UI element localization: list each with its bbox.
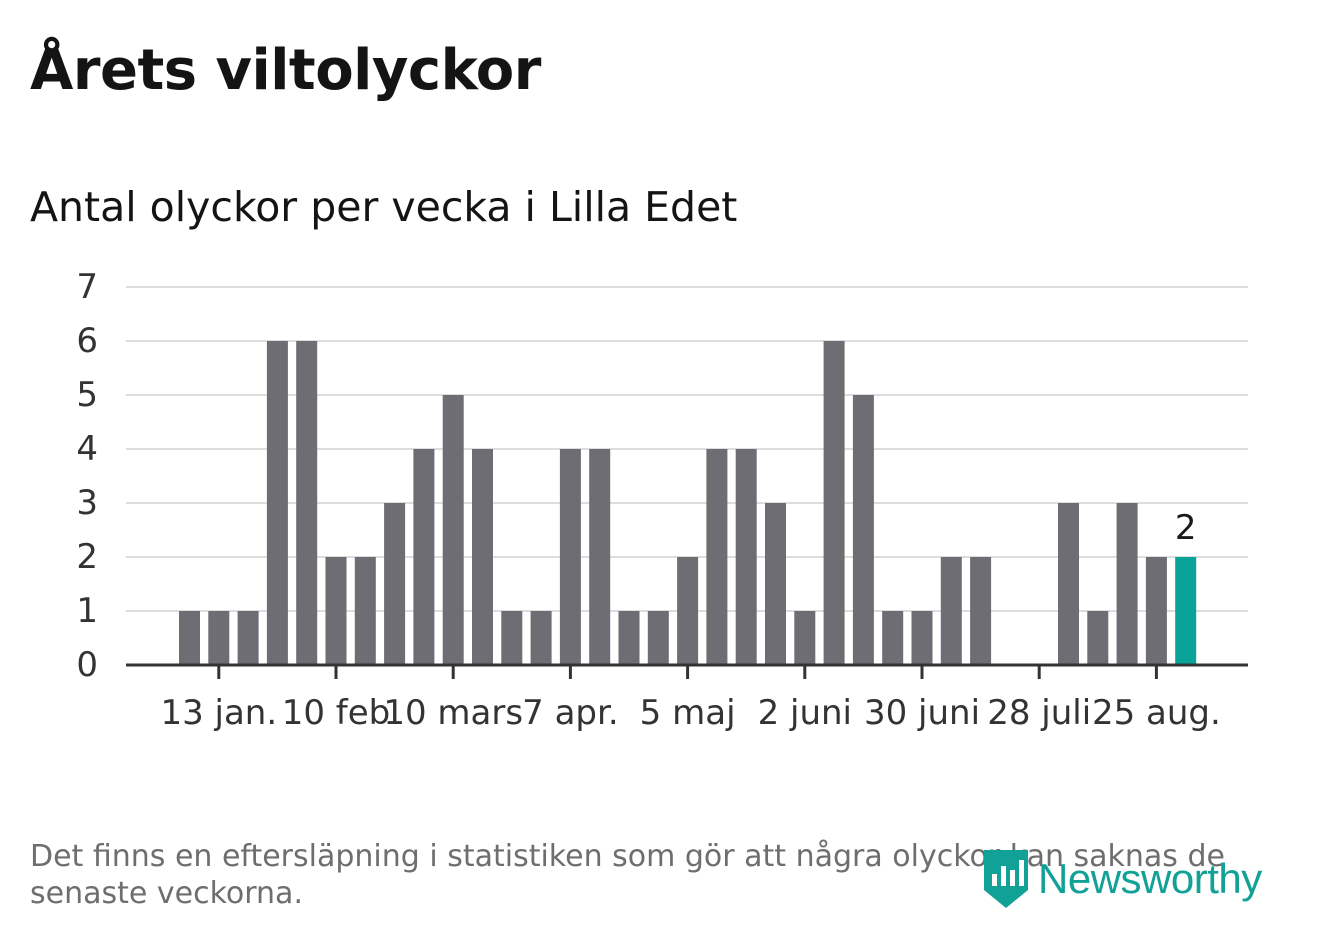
- bar: [237, 611, 259, 665]
- bar: [765, 503, 786, 665]
- bar: [1116, 503, 1138, 665]
- x-tick-label: 28 juli: [987, 693, 1091, 733]
- x-tick-label: 10 mars: [383, 693, 523, 733]
- x-tick-label: 10 feb: [282, 693, 391, 733]
- bar: [179, 611, 200, 665]
- x-tick-label: 2 juni: [758, 693, 852, 733]
- y-tick-label: 0: [76, 645, 98, 685]
- bar: [266, 341, 288, 665]
- bar: [472, 449, 493, 665]
- bar: [735, 449, 757, 665]
- bar: [852, 395, 874, 665]
- x-tick-label: 25 aug.: [1092, 693, 1221, 733]
- y-tick-label: 1: [76, 591, 98, 631]
- chart-title: Årets viltolyckor: [30, 38, 541, 103]
- bar: [1087, 611, 1109, 665]
- newsworthy-logo-icon: [984, 850, 1028, 908]
- bar: [970, 557, 992, 665]
- bar: [559, 449, 581, 665]
- newsworthy-logo: Newsworthy: [982, 848, 1262, 910]
- bar: [677, 557, 699, 665]
- bar: [589, 449, 611, 665]
- highlight-bar: [1175, 557, 1197, 665]
- x-tick-label: 7 apr.: [522, 693, 619, 733]
- chart-subtitle: Antal olyckor per vecka i Lilla Edet: [30, 183, 738, 231]
- bar: [501, 611, 523, 665]
- bar: [384, 503, 406, 665]
- bar: [1145, 557, 1167, 665]
- bar: [296, 341, 318, 665]
- x-tick-label: 5 maj: [640, 693, 736, 733]
- bar: [354, 557, 376, 665]
- bar: [823, 341, 845, 665]
- data-label: 2: [1175, 508, 1197, 548]
- bar: [882, 611, 904, 665]
- bar: [325, 557, 347, 665]
- bar: [413, 449, 435, 665]
- bar: [208, 611, 230, 665]
- y-tick-label: 5: [76, 375, 98, 415]
- bar: [647, 611, 669, 665]
- logo-text: Newsworthy: [1038, 855, 1262, 902]
- y-tick-label: 7: [76, 267, 98, 307]
- x-tick-label: 30 juni: [864, 693, 980, 733]
- y-tick-label: 3: [76, 483, 98, 523]
- bar: [940, 557, 962, 665]
- bar: [530, 611, 552, 665]
- bar: [794, 611, 816, 665]
- bar: [1058, 503, 1079, 665]
- y-tick-label: 2: [76, 537, 98, 577]
- x-tick-label: 13 jan.: [160, 693, 277, 733]
- y-tick-label: 6: [76, 321, 98, 361]
- bar: [442, 395, 464, 665]
- bar: [618, 611, 640, 665]
- bar: [706, 449, 728, 665]
- bar: [911, 611, 933, 665]
- y-tick-label: 4: [76, 429, 98, 469]
